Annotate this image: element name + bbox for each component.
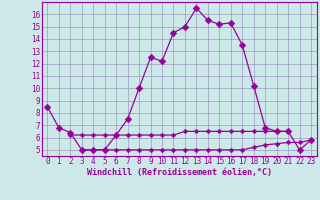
X-axis label: Windchill (Refroidissement éolien,°C): Windchill (Refroidissement éolien,°C) (87, 168, 272, 177)
